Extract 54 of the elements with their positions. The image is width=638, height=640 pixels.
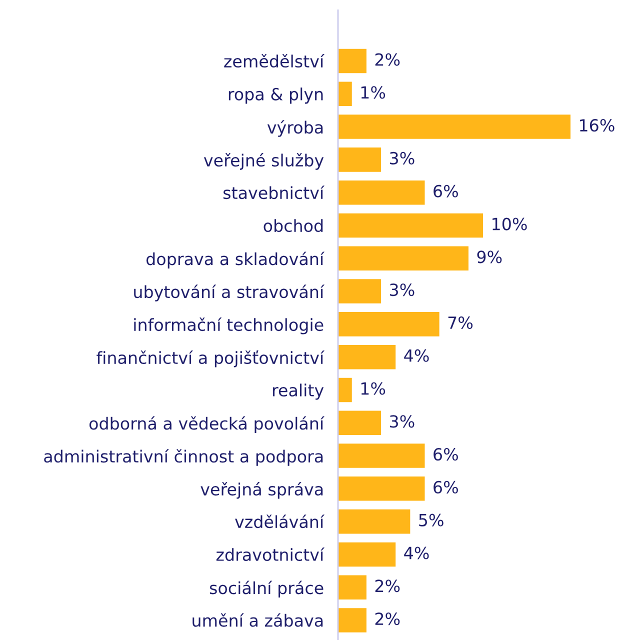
data-label: 1% <box>361 86 386 99</box>
y-tick-label: vzdělávání <box>235 514 325 528</box>
bar <box>338 179 426 206</box>
y-tick-label: ubytování a stravování <box>134 284 325 302</box>
data-label: 9% <box>477 250 502 264</box>
bar <box>338 540 397 568</box>
bar <box>338 606 368 634</box>
y-tick-label: veřejná správa <box>200 482 323 499</box>
y-tick-label: finančnictví a pojišťovnictví <box>96 350 325 368</box>
bar <box>338 376 354 404</box>
data-label: 1% <box>361 382 386 395</box>
data-label: 10% <box>492 218 527 230</box>
data-label: 6% <box>434 480 458 494</box>
y-tick-label: umění a zábava <box>192 613 323 627</box>
data-label: 3% <box>390 415 414 428</box>
y-tick-label: zemědělství <box>224 54 325 68</box>
bar <box>338 475 426 502</box>
y-tick-label: doprava a skladování <box>146 252 325 269</box>
bar <box>338 574 368 601</box>
data-label: 2% <box>375 612 400 626</box>
y-tick-label: stavebnictví <box>224 186 325 200</box>
bar <box>338 212 484 240</box>
data-label: 3% <box>390 152 414 165</box>
y-tick-label: informační technologie <box>134 318 324 334</box>
y-tick-label: odborná a vědecká povolání <box>89 416 325 434</box>
y-tick-label: zdravotnictví <box>216 547 325 562</box>
data-label: 4% <box>404 546 429 560</box>
bar <box>338 80 354 108</box>
data-label: 6% <box>434 448 458 461</box>
bar <box>338 442 426 470</box>
bar <box>338 409 382 436</box>
bar <box>338 310 441 338</box>
data-label: 6% <box>434 184 458 198</box>
data-label: 4% <box>404 349 429 362</box>
y-tick-label: ropa & plyn <box>228 88 323 104</box>
data-label: 2% <box>375 53 400 66</box>
bar <box>338 244 470 272</box>
data-label: 5% <box>419 514 444 526</box>
y-tick-label: reality <box>273 384 324 400</box>
y-tick-label: administrativní činnost a podpora <box>44 449 323 466</box>
data-label: 16% <box>580 119 614 132</box>
bar <box>338 508 412 536</box>
bar <box>338 344 397 371</box>
y-tick-label: sociální práce <box>210 580 324 598</box>
y-tick-label: výroba <box>267 120 323 137</box>
data-label: 7% <box>448 316 473 330</box>
data-label: 2% <box>375 580 400 592</box>
y-tick-label: veřejné služby <box>204 153 324 170</box>
data-label: 3% <box>390 284 414 296</box>
bar <box>338 113 572 140</box>
bar <box>338 47 368 75</box>
bar <box>338 278 382 305</box>
bar <box>338 146 382 174</box>
y-tick-label: obchod <box>264 219 323 232</box>
